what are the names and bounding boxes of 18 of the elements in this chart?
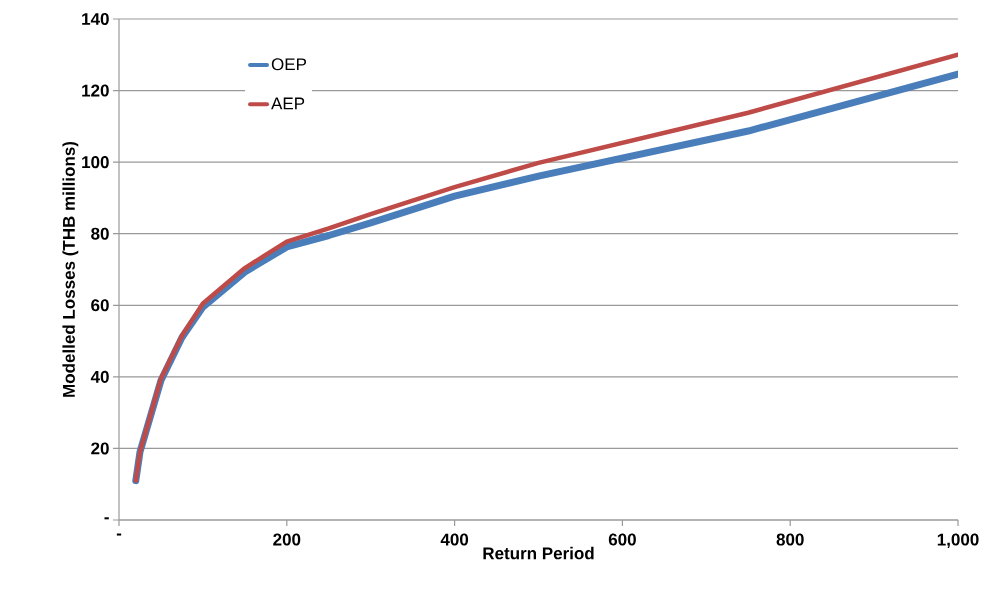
x-tick-label: 1,000 xyxy=(937,533,979,549)
y-tick-label: - xyxy=(104,517,109,520)
y-tick-label: 80 xyxy=(91,227,109,240)
x-tick-label: - xyxy=(116,533,122,536)
y-axis-title: Modelled Losses (THB millions) xyxy=(62,141,79,397)
x-tick-label: 800 xyxy=(776,533,804,546)
x-axis-title: Return Period xyxy=(483,546,594,560)
y-tick-label: 100 xyxy=(82,156,109,169)
legend-label: AEP xyxy=(271,97,305,110)
y-tick-label: 40 xyxy=(90,370,109,383)
x-tick-label: 400 xyxy=(440,533,469,546)
y-tick-label: 120 xyxy=(82,84,109,97)
y-tick-label: 20 xyxy=(91,442,109,455)
x-tick-label: 200 xyxy=(273,533,301,546)
y-tick-label: 140 xyxy=(82,12,109,26)
x-tick-label: 600 xyxy=(608,533,636,546)
y-tick-label: 60 xyxy=(91,299,109,312)
legend-label: OEP xyxy=(271,58,307,71)
